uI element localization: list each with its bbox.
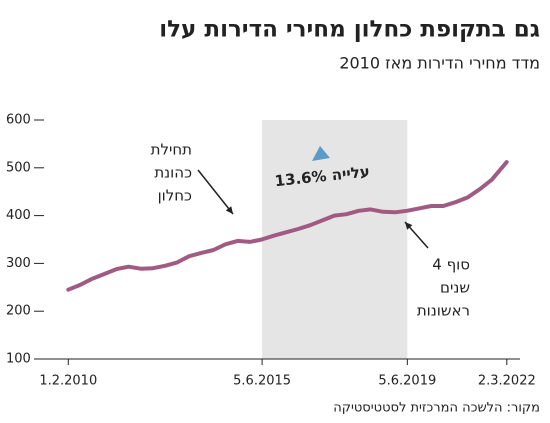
rise-triangle: [312, 146, 330, 161]
shaded-period: [262, 120, 408, 359]
y-tick-label: 100: [6, 352, 31, 367]
x-tick-label: 1.2.2010: [39, 374, 97, 389]
end-arrow-head: [405, 222, 413, 230]
line: [66, 160, 509, 292]
annotation: סוף 4: [432, 256, 470, 274]
x-tick-label: 5.6.2019: [378, 374, 436, 389]
y-tick-label: 400: [6, 208, 31, 223]
annotation: כהונת: [154, 164, 192, 182]
start-arrow-head: [225, 206, 233, 214]
x-tick-label: 5.6.2015: [233, 374, 291, 389]
annotation: כחלון: [158, 187, 192, 205]
y-tick-label: 300: [6, 256, 31, 271]
source: מקור: הלשכה המרכזית לסטטיסטיקה: [333, 401, 540, 416]
annotation: ראשונות: [417, 302, 470, 320]
annotation: שנים: [440, 279, 470, 297]
y-tick-label: 600: [6, 113, 31, 128]
start-arrow: [197, 169, 234, 215]
x-tick-label: 2.3.2022: [478, 374, 536, 389]
annotation: תחילת: [151, 141, 192, 159]
chart-title: גם בתקופת כחלון מחירי הדירות עלו: [159, 17, 540, 43]
y-tick-label: 200: [6, 304, 31, 319]
chart-subtitle: מדד מחירי הדירות מאז 2010: [339, 54, 540, 73]
y-tick-label: 500: [6, 160, 31, 175]
